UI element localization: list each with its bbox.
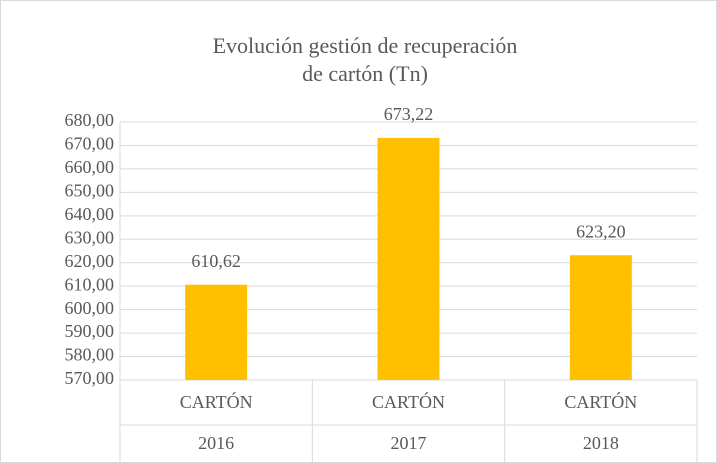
y-tick-label: 650,00 [65,180,115,200]
y-tick-label: 660,00 [65,157,115,177]
x-tick-label: CARTÓN [372,391,445,412]
chart-title: de cartón (Tn) [302,61,428,86]
x-tick-label: CARTÓN [180,391,253,412]
y-tick-label: 620,00 [65,251,115,271]
y-tick-label: 590,00 [65,321,115,341]
y-tick-label: 610,00 [65,274,115,294]
x-tick-label: CARTÓN [564,391,637,412]
data-label: 673,22 [384,104,434,124]
y-tick-label: 640,00 [65,204,115,224]
x-group-label: 2016 [198,433,234,453]
y-tick-label: 630,00 [65,227,115,247]
data-label: 623,20 [576,221,626,241]
data-label: 610,62 [191,251,241,271]
bar [569,255,632,380]
y-tick-label: 670,00 [65,134,115,154]
x-group-label: 2017 [391,433,427,453]
y-tick-label: 600,00 [65,298,115,318]
chart-title: Evolución gestión de recuperación [213,33,518,58]
bar [377,137,440,380]
bar [185,284,248,380]
x-group-label: 2018 [583,433,619,453]
y-tick-label: 680,00 [65,110,115,130]
y-tick-label: 580,00 [65,345,115,365]
y-tick-label: 570,00 [65,368,115,388]
